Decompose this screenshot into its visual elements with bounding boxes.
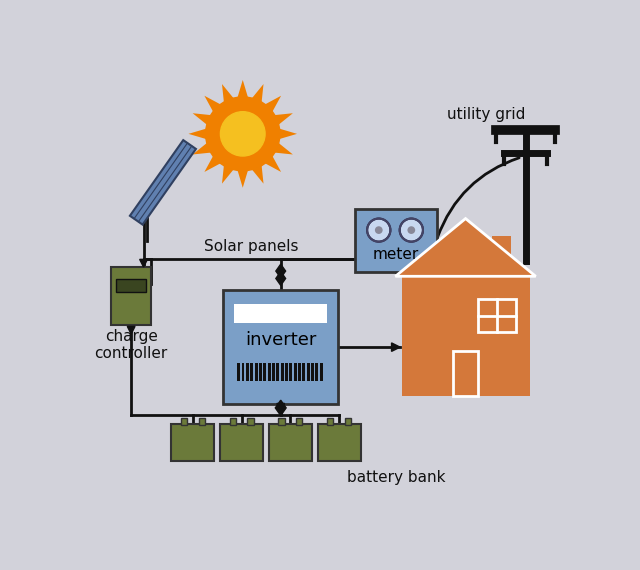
Bar [264, 363, 266, 381]
Bar [246, 363, 249, 381]
Bar [248, 418, 253, 425]
Bar [268, 363, 271, 381]
Circle shape [220, 112, 265, 156]
Polygon shape [275, 143, 293, 154]
Polygon shape [237, 170, 248, 188]
Bar [278, 418, 285, 425]
Bar [198, 418, 205, 425]
Bar [296, 418, 303, 425]
Bar [281, 363, 284, 381]
Circle shape [367, 218, 390, 242]
Polygon shape [265, 96, 281, 112]
Polygon shape [127, 327, 135, 334]
Circle shape [408, 226, 415, 234]
Polygon shape [222, 84, 234, 102]
Polygon shape [204, 156, 220, 172]
Polygon shape [276, 271, 285, 286]
FancyBboxPatch shape [402, 276, 529, 396]
Polygon shape [189, 129, 206, 139]
Bar [303, 363, 305, 381]
Bar [180, 418, 187, 425]
Bar [237, 363, 240, 381]
Bar [345, 418, 351, 425]
Polygon shape [252, 166, 264, 184]
FancyBboxPatch shape [234, 304, 327, 323]
Bar [327, 418, 333, 425]
Bar [285, 363, 288, 381]
Polygon shape [130, 140, 196, 225]
Polygon shape [193, 113, 211, 125]
Bar [259, 363, 262, 381]
FancyBboxPatch shape [223, 290, 338, 404]
Bar [320, 363, 323, 381]
Polygon shape [204, 96, 220, 112]
Polygon shape [140, 259, 147, 267]
Bar [298, 363, 301, 381]
FancyBboxPatch shape [172, 424, 214, 461]
Polygon shape [237, 80, 248, 97]
Polygon shape [265, 156, 281, 172]
Bar [311, 363, 314, 381]
Bar [492, 236, 511, 271]
Text: battery bank: battery bank [347, 470, 445, 485]
Circle shape [375, 226, 383, 234]
Polygon shape [252, 84, 264, 102]
Text: utility grid: utility grid [447, 107, 525, 123]
Bar [289, 363, 292, 381]
Bar [272, 363, 275, 381]
Bar [276, 363, 279, 381]
Bar [255, 363, 257, 381]
Text: Solar panels: Solar panels [204, 239, 298, 254]
Bar [307, 363, 310, 381]
Polygon shape [277, 404, 285, 411]
Circle shape [400, 218, 423, 242]
FancyBboxPatch shape [355, 209, 436, 272]
Polygon shape [193, 143, 211, 154]
Bar [230, 418, 236, 425]
Bar [294, 363, 296, 381]
FancyBboxPatch shape [269, 424, 312, 461]
Bar [316, 363, 318, 381]
FancyBboxPatch shape [220, 424, 263, 461]
Bar [242, 363, 244, 381]
Bar [250, 363, 253, 381]
Polygon shape [222, 166, 234, 184]
Polygon shape [276, 264, 285, 278]
Polygon shape [275, 113, 293, 125]
Text: inverter: inverter [245, 331, 316, 349]
Polygon shape [275, 400, 286, 416]
Polygon shape [396, 218, 536, 276]
Polygon shape [392, 343, 400, 351]
Circle shape [205, 97, 280, 171]
FancyBboxPatch shape [111, 267, 151, 325]
Text: charge
controller: charge controller [95, 329, 168, 361]
Polygon shape [280, 129, 297, 139]
Text: meter: meter [372, 247, 419, 262]
FancyBboxPatch shape [318, 424, 360, 461]
FancyBboxPatch shape [116, 279, 146, 292]
